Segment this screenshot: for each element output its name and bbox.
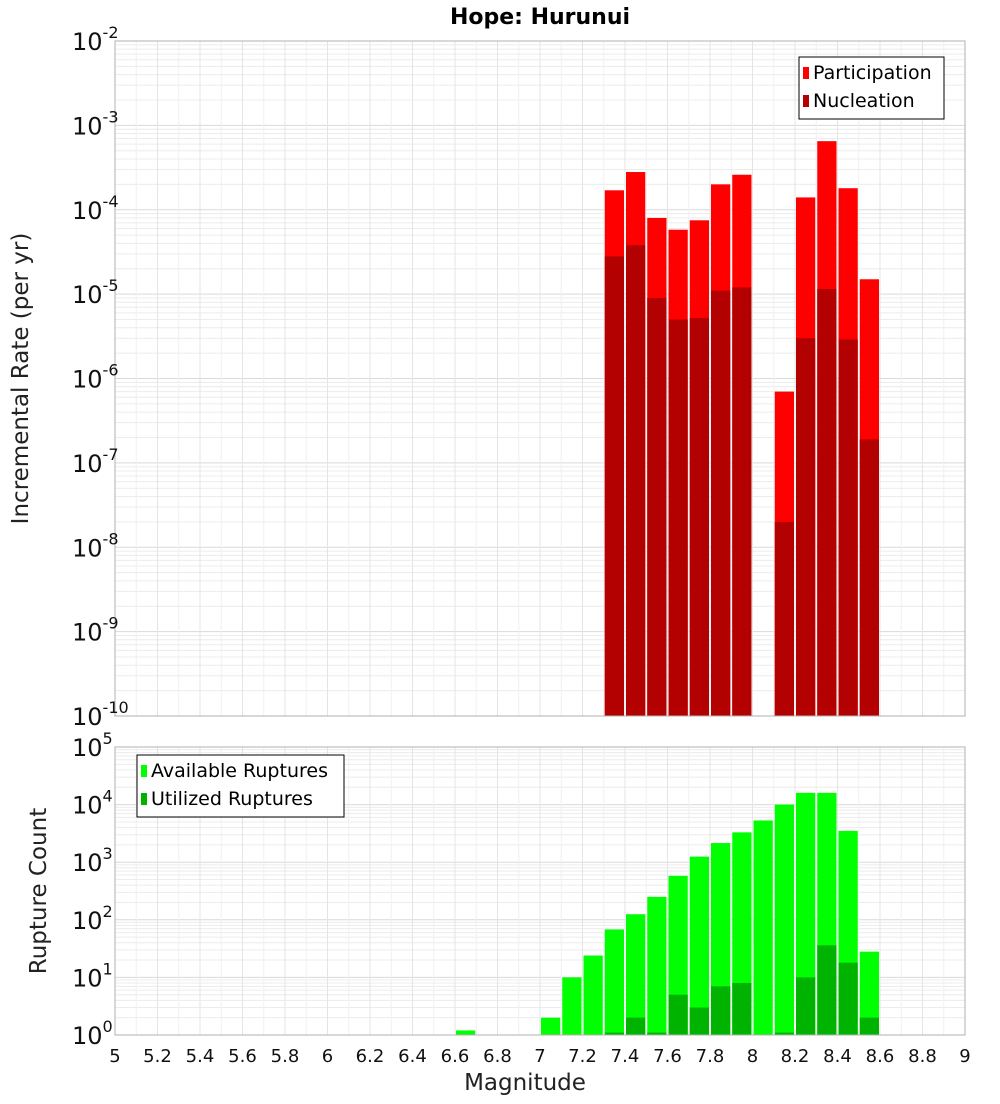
- bar-available-ruptures-m8.25: [796, 792, 816, 1035]
- x-tick-label: 8: [747, 1046, 758, 1067]
- x-tick-label: 7.2: [568, 1046, 597, 1067]
- bar-utilized-ruptures-m7.95: [732, 982, 752, 1035]
- bar-nucleation-m8.35: [817, 289, 837, 716]
- y-tick-label: 103: [72, 844, 113, 877]
- y-tick-label: 105: [72, 729, 113, 762]
- bar-available-ruptures-m7.35: [604, 929, 624, 1035]
- bar-nucleation-m7.95: [732, 287, 752, 716]
- y-tick-label: 10-4: [72, 192, 119, 225]
- legend-swatch: [803, 95, 809, 107]
- legend: Available Ruptures Utilized Ruptures: [136, 754, 345, 818]
- x-tick-label: 6.4: [398, 1046, 427, 1067]
- x-axis-label: Magnitude: [464, 1070, 586, 1096]
- x-tick-label: 9: [959, 1046, 970, 1067]
- bar-available-ruptures-m7.75: [689, 856, 709, 1035]
- bar-available-ruptures-m8.05: [753, 820, 773, 1035]
- bar-utilized-ruptures-m7.85: [711, 986, 731, 1035]
- plot-border: [114, 40, 966, 717]
- y-tick-label: 10-2: [72, 23, 119, 56]
- x-tick-label: 6.6: [441, 1046, 470, 1067]
- y-tick-label: 104: [72, 787, 113, 820]
- y-tick-label: 10-9: [72, 614, 119, 647]
- y-tick-label: 10-6: [72, 361, 119, 394]
- x-tick-label: 7.8: [696, 1046, 725, 1067]
- bar-utilized-ruptures-m8.25: [796, 977, 816, 1035]
- bar-nucleation-m8.45: [838, 339, 858, 716]
- x-tick-label: 5: [109, 1046, 120, 1067]
- legend-label: Participation: [813, 62, 932, 84]
- bar-utilized-ruptures-m8.35: [817, 945, 837, 1035]
- x-tick-label: 5.6: [228, 1046, 257, 1067]
- y-tick-label: 10-10: [72, 698, 129, 731]
- bar-utilized-ruptures-m8.55: [859, 1017, 879, 1035]
- chart-panel-2: 100 101 102 103 104 105 Rupture Count 5 5.2 5.4 5.…: [26, 729, 971, 1096]
- bar-available-ruptures-m7.55: [647, 896, 667, 1035]
- bar-nucleation-m8.25: [796, 338, 816, 716]
- legend-box: [136, 754, 345, 818]
- bar-available-ruptures-m8.15: [774, 804, 794, 1035]
- x-tick-label: 8.4: [823, 1046, 852, 1067]
- bar-available-ruptures-m7.45: [626, 914, 646, 1035]
- x-tick-label: 6.2: [356, 1046, 385, 1067]
- legend-label: Utilized Ruptures: [151, 788, 313, 810]
- bar-available-ruptures-m7.05: [541, 1017, 561, 1035]
- legend: Participation Nucleation: [798, 56, 945, 120]
- x-tick-label: 5.2: [143, 1046, 172, 1067]
- bar-nucleation-m7.35: [604, 256, 624, 716]
- bar-utilized-ruptures-m7.35: [604, 1032, 624, 1035]
- bar-nucleation-m7.75: [689, 318, 709, 716]
- bar-utilized-ruptures-m7.75: [689, 1007, 709, 1035]
- y-tick-label: 10-3: [72, 107, 119, 140]
- x-tick-label: 8.6: [866, 1046, 895, 1067]
- y-tick-label: 100: [72, 1017, 113, 1050]
- x-tick-label: 5.8: [271, 1046, 300, 1067]
- chart-title: Hope: Hurunui: [450, 5, 630, 30]
- chart-panel-1: 10-10 10-9 10-8 10-7 10-6 10-5 10-4 10-3 10-2 Inc…: [8, 5, 966, 731]
- bar-utilized-ruptures-m8.15: [774, 1032, 794, 1035]
- bar-nucleation-m7.45: [626, 245, 646, 717]
- y-tick-label: 102: [72, 902, 113, 935]
- bar-utilized-ruptures-m7.55: [647, 1032, 667, 1035]
- bar-available-ruptures-m7.15: [562, 977, 582, 1035]
- bar-utilized-ruptures-m7.45: [626, 1017, 646, 1035]
- x-tick-label: 8.2: [781, 1046, 810, 1067]
- y-tick-label: 10-8: [72, 529, 119, 562]
- legend-swatch: [141, 793, 147, 805]
- legend-label: Nucleation: [813, 90, 915, 112]
- bar-nucleation-m7.65: [668, 319, 688, 716]
- x-tick-label: 7.4: [611, 1046, 640, 1067]
- bar-nucleation-m8.15: [774, 521, 794, 716]
- bar-utilized-ruptures-m8.45: [838, 962, 858, 1035]
- bar-utilized-ruptures-m7.65: [668, 994, 688, 1035]
- bar-available-ruptures-m7.25: [583, 955, 603, 1035]
- bar-available-ruptures-m6.65: [456, 1030, 476, 1035]
- bar-nucleation-m8.55: [859, 439, 879, 716]
- y-axis-label: Rupture Count: [26, 808, 52, 974]
- legend-box: [798, 56, 945, 120]
- y-tick-label: 10-7: [72, 445, 119, 478]
- bar-nucleation-m7.55: [647, 297, 667, 716]
- bar-available-ruptures-m8.55: [859, 951, 879, 1035]
- plot-border: [114, 746, 966, 1036]
- x-tick-label: 6.8: [483, 1046, 512, 1067]
- y-tick-label: 10-5: [72, 276, 119, 309]
- x-tick-label: 5.4: [186, 1046, 215, 1067]
- y-axis-label: Incremental Rate (per yr): [8, 233, 34, 525]
- x-tick-label: 8.8: [908, 1046, 937, 1067]
- y-tick-label: 101: [72, 959, 113, 992]
- legend-label: Available Ruptures: [151, 760, 328, 782]
- x-tick-label: 6: [322, 1046, 333, 1067]
- bar-nucleation-m7.85: [711, 290, 731, 716]
- x-tick-label: 7: [534, 1046, 545, 1067]
- legend-swatch: [803, 67, 809, 79]
- x-tick-label: 7.6: [653, 1046, 682, 1067]
- legend-swatch: [141, 765, 147, 777]
